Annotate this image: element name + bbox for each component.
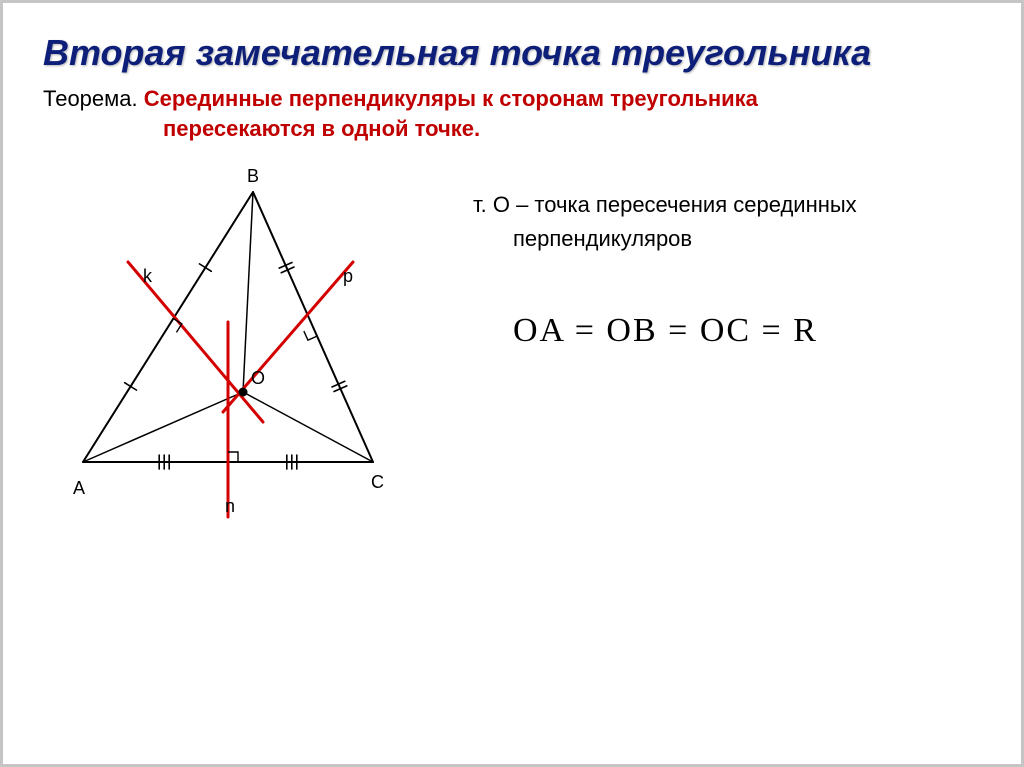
explanation-line-1: т. О – точка пересечения серединных: [473, 192, 981, 218]
svg-text:p: p: [343, 266, 353, 286]
svg-text:A: A: [73, 478, 85, 498]
svg-text:O: O: [251, 368, 265, 388]
formula: OA = OB = OC = R: [513, 312, 981, 350]
svg-text:n: n: [225, 496, 235, 516]
slide-title: Вторая замечательная точка треугольника: [43, 31, 981, 74]
theorem-line-1: Теорема. Серединные перпендикуляры к сто…: [43, 86, 981, 112]
svg-text:k: k: [143, 266, 153, 286]
body: A B C Ok p n т. О – точка пересечения середин…: [43, 162, 981, 542]
explanation-line-2: перпендикуляров: [513, 226, 981, 252]
text-column: т. О – точка пересечения серединных перп…: [463, 162, 981, 542]
theorem-text-1: Серединные перпендикуляры к сторонам тре…: [144, 86, 758, 111]
svg-text:C: C: [371, 472, 384, 492]
theorem-label: Теорема.: [43, 86, 138, 111]
theorem-text-2: пересекаются в одной точке.: [163, 116, 981, 142]
svg-text:B: B: [247, 166, 259, 186]
diagram: A B C Ok p n: [43, 162, 463, 542]
slide: Вторая замечательная точка треугольника …: [0, 0, 1024, 767]
